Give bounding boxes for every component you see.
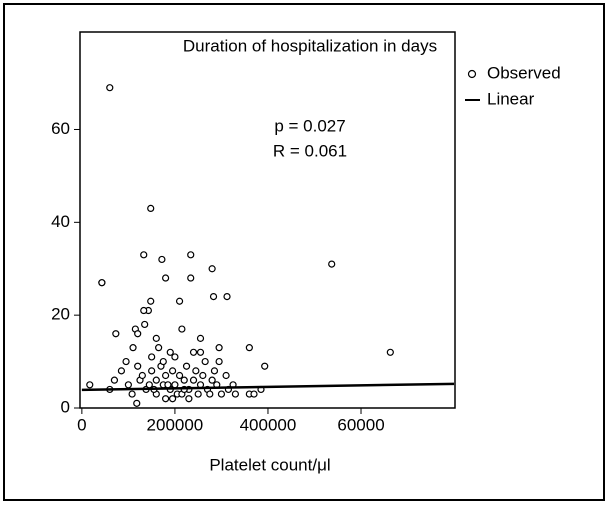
- point: [134, 362, 142, 370]
- point: [141, 320, 149, 329]
- point: [208, 265, 216, 273]
- annotation: p = 0.027: [274, 116, 345, 135]
- point: [129, 344, 137, 352]
- point: [175, 297, 184, 305]
- point: [122, 357, 130, 366]
- y-tick-label: 40: [51, 212, 70, 231]
- point: [180, 376, 188, 384]
- point: [178, 325, 186, 333]
- point: [152, 376, 160, 384]
- chart-title: Duration of hospitalization in days: [183, 36, 437, 55]
- legend-label: Linear: [487, 89, 535, 108]
- point: [162, 371, 170, 380]
- frame: [3, 3, 605, 501]
- point: [187, 274, 195, 282]
- x-tick-label: 60000: [337, 415, 384, 434]
- point: [206, 390, 214, 398]
- point: [168, 367, 177, 375]
- point: [196, 334, 205, 342]
- point: [194, 390, 202, 398]
- y-tick-label: 60: [51, 119, 70, 138]
- point: [245, 344, 253, 352]
- point: [159, 357, 167, 366]
- point: [328, 260, 336, 268]
- point: [201, 357, 209, 366]
- point: [86, 381, 94, 389]
- point: [147, 204, 155, 212]
- point: [215, 344, 223, 352]
- point: [155, 344, 163, 352]
- point: [140, 306, 148, 315]
- point: [134, 330, 142, 338]
- point: [148, 353, 156, 361]
- point: [152, 334, 160, 342]
- x-tick-label: 0: [77, 415, 86, 434]
- legend-marker: [467, 69, 477, 79]
- point: [128, 390, 136, 398]
- point: [145, 381, 153, 389]
- y-tick-label: 20: [51, 305, 70, 324]
- point: [106, 84, 114, 92]
- x-tick-label: 400000: [240, 415, 297, 434]
- point: [185, 395, 193, 403]
- legend-label: Observed: [487, 63, 561, 82]
- point: [223, 292, 231, 301]
- point: [199, 371, 207, 380]
- point: [187, 251, 195, 259]
- point: [208, 376, 216, 384]
- point: [147, 297, 155, 305]
- point: [175, 371, 184, 380]
- point: [210, 367, 219, 375]
- point: [231, 390, 239, 398]
- point: [164, 381, 172, 389]
- point: [209, 292, 218, 301]
- point: [217, 390, 226, 398]
- x-axis-label: Platelet count/μl: [209, 455, 330, 474]
- point: [189, 376, 198, 384]
- point: [124, 381, 132, 389]
- point: [117, 367, 126, 375]
- point: [250, 390, 258, 398]
- point: [215, 357, 223, 366]
- point: [112, 330, 120, 338]
- point: [158, 255, 166, 264]
- point: [182, 362, 191, 370]
- point: [171, 353, 179, 361]
- plot-area: [79, 31, 456, 409]
- point: [133, 399, 141, 407]
- point: [171, 381, 179, 389]
- point: [162, 395, 170, 403]
- point: [189, 348, 198, 356]
- point: [166, 348, 174, 356]
- point: [261, 362, 269, 370]
- point: [196, 348, 205, 356]
- point: [192, 367, 200, 375]
- point: [168, 395, 177, 403]
- point: [162, 274, 170, 282]
- point: [148, 367, 156, 375]
- point: [98, 279, 106, 287]
- point: [110, 376, 119, 384]
- point: [386, 348, 394, 356]
- point: [140, 251, 148, 259]
- annotation: R = 0.061: [273, 141, 347, 160]
- point: [222, 371, 230, 380]
- point: [138, 371, 146, 380]
- x-tick-label: 200000: [147, 415, 204, 434]
- y-tick-label: 0: [61, 397, 70, 416]
- fit-line: [81, 382, 455, 392]
